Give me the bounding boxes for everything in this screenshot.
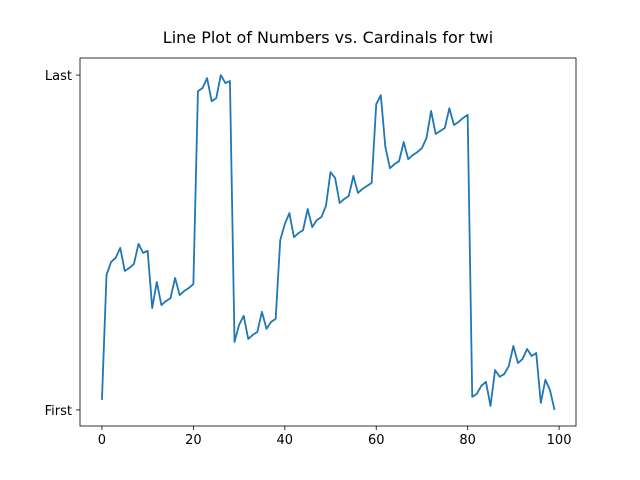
x-tick-label: 60 (368, 433, 385, 448)
x-tick-label: 40 (277, 433, 294, 448)
plot-frame (79, 57, 577, 427)
y-tick-label: First (45, 404, 72, 419)
x-tick-label: 0 (98, 433, 106, 448)
x-tick-label: 20 (185, 433, 202, 448)
data-line (101, 74, 556, 411)
chart-title: Line Plot of Numbers vs. Cardinals for t… (163, 28, 493, 47)
x-tick-label: 100 (547, 433, 572, 448)
x-tick-label: 80 (459, 433, 476, 448)
y-tick-label: Last (45, 69, 72, 84)
